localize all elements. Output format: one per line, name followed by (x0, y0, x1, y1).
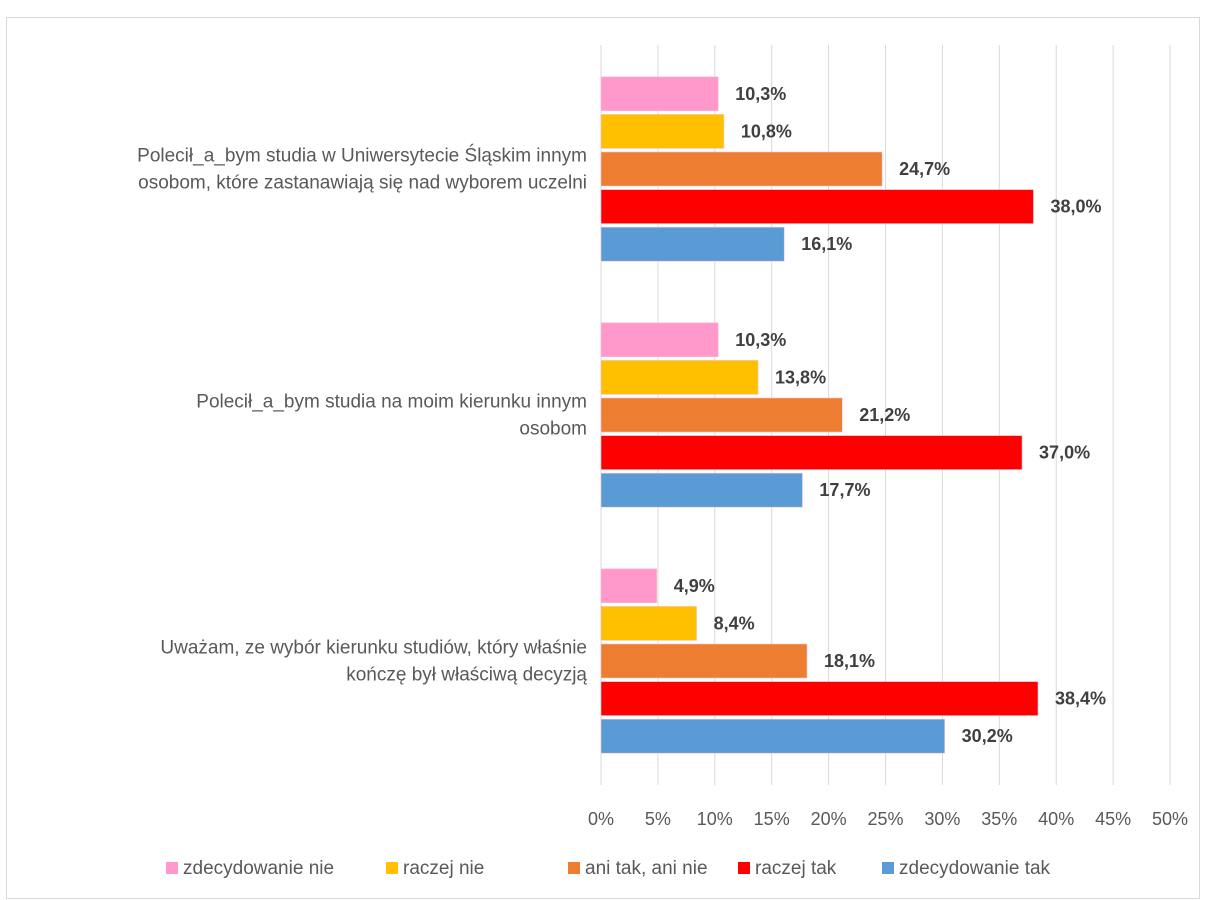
bar-ani-tak-ani-nie (600, 643, 808, 679)
bar-ani-tak-ani-nie (600, 151, 883, 187)
bar-raczej-nie (600, 360, 759, 395)
data-label: 18,1% (824, 651, 875, 671)
data-label: 10,3% (735, 84, 786, 104)
data-label: 21,2% (859, 405, 910, 425)
data-label: 37,0% (1039, 443, 1090, 463)
legend-swatch-raczej-tak (738, 862, 750, 874)
bar-raczej-tak (600, 435, 1023, 470)
bar-zdecydowanie-nie (600, 322, 719, 358)
bar-zdecydowanie-tak (600, 718, 945, 754)
x-tick-label: 15% (754, 809, 790, 829)
bar-raczej-tak (600, 189, 1034, 224)
bar-zdecydowanie-nie (600, 76, 719, 112)
data-label: 24,7% (899, 159, 950, 179)
legend-swatch-zdecydowanie-tak (882, 862, 894, 874)
legend-label-zdecydowanie-nie: zdecydowanie nie (183, 858, 334, 879)
legend-swatch-ani-tak-ani-nie (568, 862, 580, 874)
bar-zdecydowanie-tak (600, 472, 803, 508)
data-label: 8,4% (714, 613, 755, 633)
data-label: 17,7% (819, 480, 870, 500)
data-label: 13,8% (775, 367, 826, 387)
bar-zdecydowanie-tak (600, 226, 785, 262)
legend-swatch-raczej-nie (386, 862, 398, 874)
x-tick-label: 10% (697, 809, 733, 829)
category-label: Polecił_a_bym studia w Uniwersytecie Ślą… (137, 145, 587, 167)
bar-raczej-tak (600, 681, 1039, 716)
data-label: 30,2% (962, 726, 1013, 746)
category-label: osobom (519, 419, 587, 440)
legend-label-raczej-tak: raczej tak (755, 858, 837, 879)
category-label: Uważam, ze wybór kierunku studiów, który… (160, 638, 587, 659)
x-tick-label: 35% (981, 809, 1017, 829)
x-tick-label: 0% (588, 809, 614, 829)
legend-label-raczej-nie: raczej nie (403, 858, 484, 879)
bar-zdecydowanie-nie (600, 568, 658, 604)
x-tick-label: 40% (1038, 809, 1074, 829)
data-label: 16,1% (801, 234, 852, 254)
x-tick-label: 25% (867, 809, 903, 829)
bar-raczej-nie (600, 114, 725, 149)
legend-label-ani-tak-ani-nie: ani tak, ani nie (585, 858, 708, 879)
bar-raczej-nie (600, 606, 697, 641)
data-label: 4,9% (674, 576, 715, 596)
category-label: osobom, które zastanawiają się nad wybor… (138, 173, 587, 194)
data-label: 38,4% (1055, 689, 1106, 709)
x-tick-label: 5% (645, 809, 671, 829)
data-label: 10,8% (741, 121, 792, 141)
bar-ani-tak-ani-nie (600, 397, 843, 433)
category-label: kończę był właściwą decyzją (346, 665, 587, 686)
x-tick-label: 50% (1152, 809, 1188, 829)
category-label: Polecił_a_bym studia na moim kierunku in… (196, 392, 587, 413)
x-tick-label: 30% (924, 809, 960, 829)
data-label: 10,3% (735, 330, 786, 350)
x-tick-label: 20% (811, 809, 847, 829)
x-tick-label: 45% (1095, 809, 1131, 829)
legend-swatch-zdecydowanie-nie (166, 862, 178, 874)
legend-label-zdecydowanie-tak: zdecydowanie tak (899, 858, 1051, 879)
data-label: 38,0% (1050, 197, 1101, 217)
